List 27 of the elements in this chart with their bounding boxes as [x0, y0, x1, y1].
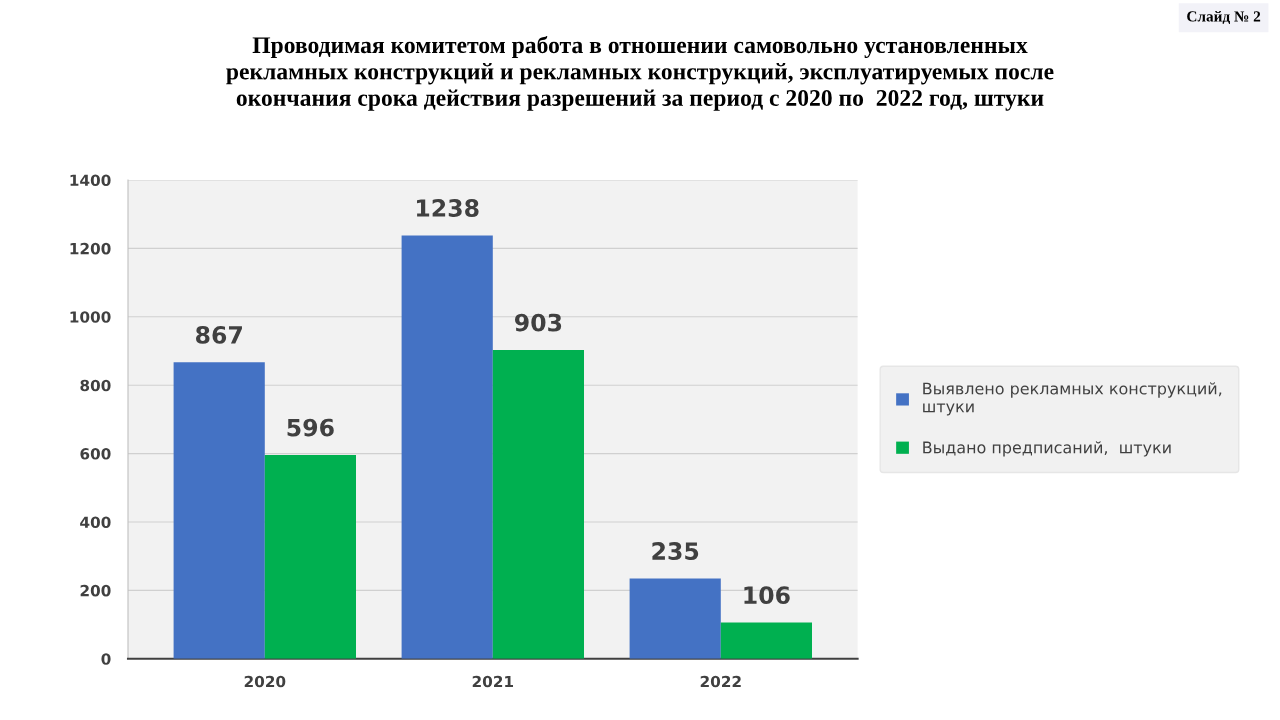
y-tick-label: 1400	[70, 174, 111, 187]
bar	[264, 454, 356, 659]
y-tick-label: 0	[101, 653, 111, 665]
x-tick-label: 2022	[700, 675, 741, 688]
chart-title: Проводимая комитетом работа в отношении самовольно установленных рекламных конструкций и рекламных конструкций, эксплуатируемых после окончания срока действия разрешений за период с 2020 по 2022 год, штуки	[226, 36, 1054, 111]
bar	[401, 235, 493, 659]
bar	[173, 362, 265, 659]
data-label: 596	[287, 418, 334, 437]
data-label: 1238	[417, 199, 479, 217]
y-tick-label: 200	[80, 584, 111, 597]
bar	[492, 349, 584, 659]
data-label: 235	[652, 542, 699, 560]
legend-label: Выявлено рекламных конструкций, штуки	[923, 382, 1222, 416]
y-tick-label: 600	[80, 448, 111, 460]
y-tick-label: 400	[80, 516, 111, 529]
data-label: 903	[514, 313, 562, 332]
legend-label: Выдано предписаний, штуки	[923, 441, 1171, 457]
text: Слайд № 2	[1187, 10, 1261, 25]
bar	[629, 578, 721, 659]
bar	[720, 622, 812, 659]
y-tick-label: 800	[80, 379, 111, 392]
data-label: 106	[744, 586, 790, 605]
y-tick-label: 1200	[70, 242, 111, 255]
y-tick-label: 1000	[70, 311, 111, 323]
data-label: 867	[196, 325, 242, 344]
x-tick-label: 2020	[244, 675, 286, 688]
x-tick-label: 2021	[472, 675, 514, 688]
